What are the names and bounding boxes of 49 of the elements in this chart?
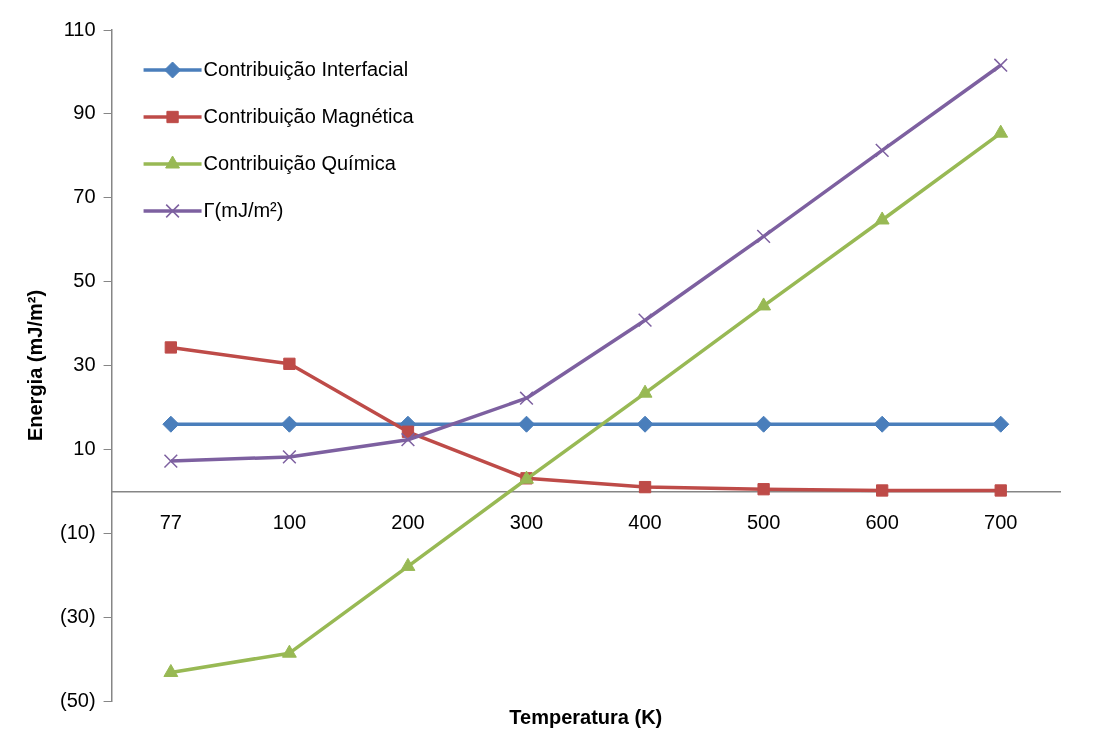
point <box>280 415 298 433</box>
point <box>400 432 416 447</box>
y-tick-label: 10 <box>73 436 96 459</box>
point <box>755 415 773 433</box>
x-tick-label: 400 <box>628 510 662 533</box>
x-tick-label: 77 <box>159 510 182 533</box>
point <box>756 297 772 311</box>
x-tick-label: 700 <box>984 510 1018 533</box>
legend-label: Contribuição Interfacial <box>203 57 409 80</box>
point <box>756 229 771 244</box>
point <box>163 454 178 469</box>
y-tick-label: 110 <box>63 17 96 40</box>
x-tick-label: 600 <box>865 510 899 533</box>
y-tick-label: (30) <box>59 604 96 627</box>
point <box>282 449 297 465</box>
y-tick-label: 90 <box>73 101 96 124</box>
x-tick-label: 200 <box>391 510 425 533</box>
x-tick-label: 500 <box>746 510 781 533</box>
point <box>636 415 654 433</box>
legend-label: Contribuição Química <box>203 151 397 174</box>
x-tick-label: 300 <box>509 510 544 533</box>
point <box>873 415 891 433</box>
point <box>992 415 1010 433</box>
point <box>875 143 890 158</box>
point <box>876 484 889 497</box>
x-axis-title: Temperatura (K) <box>509 705 663 728</box>
y-tick-label: 50 <box>73 269 96 292</box>
y-tick-label: (10) <box>59 520 96 543</box>
legend-label: Contribuição Magnética <box>203 104 415 127</box>
legend-label: Γ(mJ/m²) <box>203 198 284 221</box>
point <box>283 357 296 370</box>
point <box>162 415 180 433</box>
point <box>757 483 770 496</box>
point <box>400 557 416 571</box>
point <box>518 415 536 433</box>
point <box>638 480 652 494</box>
point <box>993 58 1008 73</box>
y-tick-label: (50) <box>59 688 96 711</box>
point <box>637 384 653 398</box>
point <box>163 663 179 677</box>
point <box>994 484 1007 497</box>
point <box>281 644 297 658</box>
y-tick-label: 30 <box>73 353 96 376</box>
y-axis-title: Energia (mJ/m²) <box>23 289 46 442</box>
point <box>164 341 177 354</box>
y-tick-label: 70 <box>73 185 96 208</box>
x-tick-label: 100 <box>272 510 307 533</box>
point <box>519 391 534 406</box>
point <box>637 313 653 328</box>
